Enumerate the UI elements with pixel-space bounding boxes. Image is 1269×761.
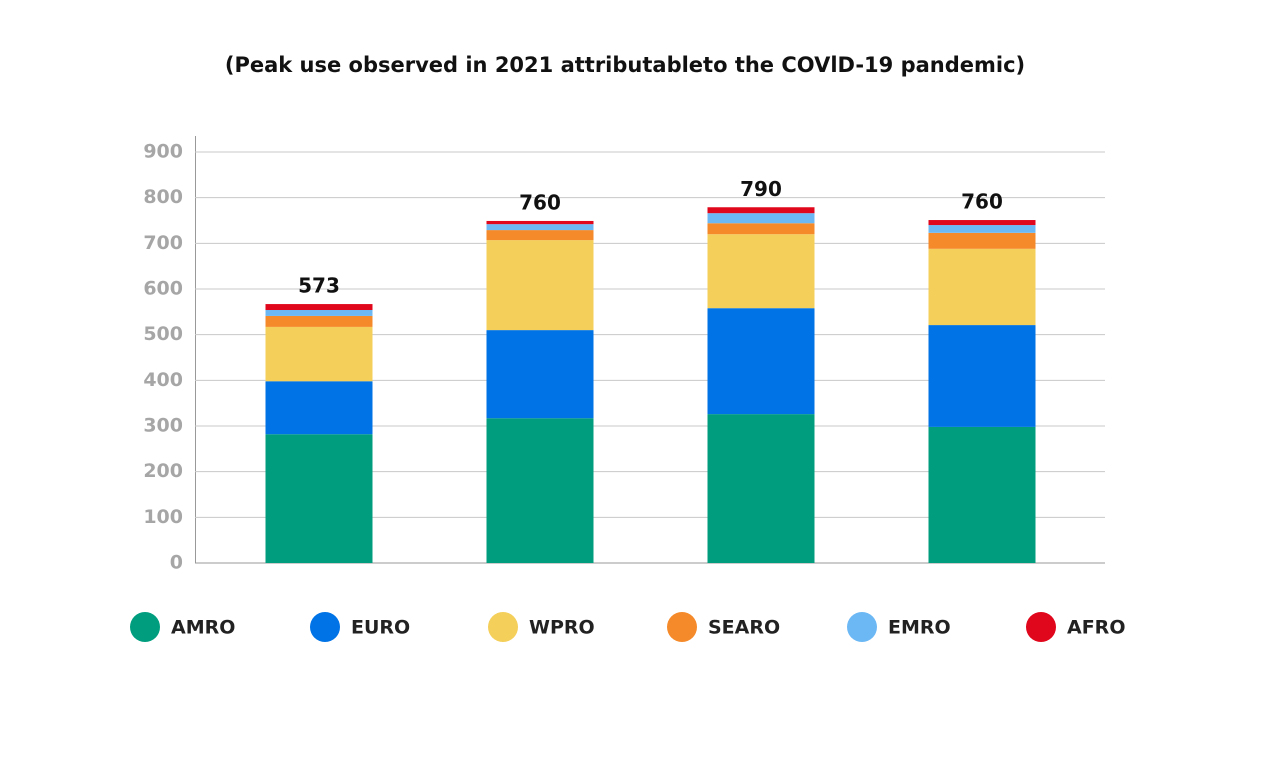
bar-segment (486, 240, 594, 331)
bar-segment (928, 426, 1036, 563)
bar-segment (486, 230, 594, 241)
bar-segment (928, 325, 1036, 427)
total-label: 760 (519, 190, 561, 214)
bar-segment (928, 220, 1036, 226)
bar-segment (707, 308, 815, 415)
total-label: 573 (298, 274, 340, 298)
bar-segment (265, 310, 373, 316)
y-tick-label: 500 (143, 323, 183, 345)
total-label: 790 (740, 177, 782, 201)
chart-title: (Peak use observed in 2021 attributablet… (225, 53, 1025, 77)
legend-swatch (847, 612, 877, 642)
bar-segment (265, 315, 373, 327)
legend-label: WPRO (529, 617, 595, 639)
y-tick-label: 200 (143, 460, 183, 482)
bar-segment (928, 248, 1036, 326)
y-tick-label: 900 (143, 141, 183, 163)
y-tick-label: 800 (143, 186, 183, 208)
bar-segment (707, 414, 815, 563)
y-tick-label: 600 (143, 278, 183, 300)
legend-label: EMRO (888, 617, 951, 639)
legend-label: SEARO (708, 617, 780, 639)
total-label: 760 (961, 190, 1003, 214)
legend-swatch (1026, 612, 1056, 642)
legend-swatch (130, 612, 160, 642)
bar-segment (265, 381, 373, 435)
bar-segment (707, 213, 815, 224)
bar-segment (486, 220, 594, 225)
bar-segment (707, 223, 815, 235)
y-tick-label: 100 (143, 506, 183, 528)
bar-segment (265, 434, 373, 563)
y-tick-label: 300 (143, 415, 183, 437)
legend-swatch (667, 612, 697, 642)
bar-segment (486, 418, 594, 563)
bar-segment (928, 225, 1036, 233)
bar-segment (707, 234, 815, 309)
bar-segment (486, 330, 594, 419)
bar-segment (707, 207, 815, 214)
legend-label: AMRO (171, 617, 235, 639)
bar-segment (265, 304, 373, 311)
y-tick-label: 400 (143, 369, 183, 391)
bar-segment (928, 232, 1036, 249)
legend-swatch (488, 612, 518, 642)
y-tick-label: 0 (170, 552, 183, 574)
bar-segment (486, 224, 594, 231)
legend-label: AFRO (1067, 617, 1125, 639)
y-tick-label: 700 (143, 232, 183, 254)
bar-segment (265, 326, 373, 382)
legend-label: EURO (351, 617, 410, 639)
legend-swatch (310, 612, 340, 642)
